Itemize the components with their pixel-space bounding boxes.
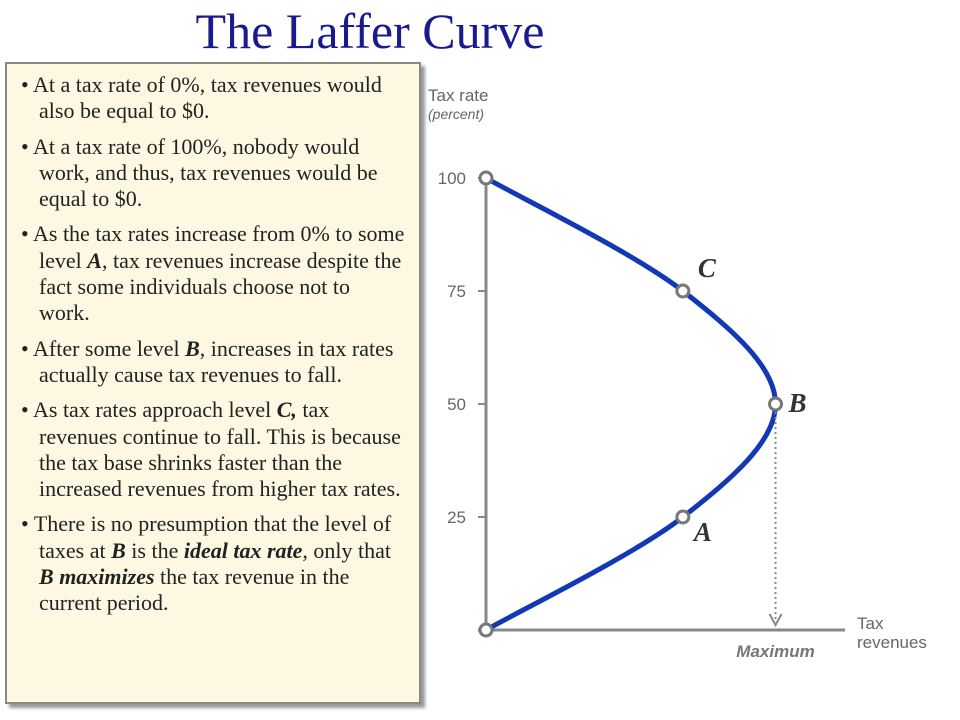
y-axis-sublabel: (percent) xyxy=(428,106,485,122)
point xyxy=(768,396,784,412)
emphasis-run: C, xyxy=(276,397,297,423)
text-run: At a tax rate of 100%, nobody would work… xyxy=(33,133,378,212)
arrow-head xyxy=(768,613,783,628)
y-tick-label: 50 xyxy=(447,395,466,414)
emphasis-run: ideal tax rate xyxy=(183,537,303,563)
text-run: tax revenues continue to fall. This is b… xyxy=(39,397,401,502)
slide-title: The Laffer Curve xyxy=(195,3,545,59)
point-label: A xyxy=(692,517,712,547)
y-tick-label: 25 xyxy=(447,508,466,527)
bullet: • As tax rates approach level C, tax rev… xyxy=(21,397,401,502)
bullet: • After some level B, increases in tax r… xyxy=(21,335,394,387)
text-run: , only that xyxy=(302,537,391,563)
emphasis-run: B xyxy=(185,335,200,361)
y-axis-label: Tax rate xyxy=(428,86,489,105)
emphasis-run: maximizes xyxy=(59,564,155,590)
bullet: • As the tax rates increase from 0% to s… xyxy=(21,221,405,326)
text-run: is the xyxy=(125,537,184,563)
bullet: • There is no presumption that the level… xyxy=(21,511,392,616)
y-tick-label: 75 xyxy=(447,282,466,301)
text-run: , increases in tax rates actually cause … xyxy=(39,335,394,387)
point-label: C xyxy=(698,253,717,283)
y-tick-label: 100 xyxy=(438,169,466,188)
point xyxy=(675,509,691,525)
text-run: the tax revenue in the current period. xyxy=(39,564,350,616)
point xyxy=(478,170,494,186)
x-axis-label: Tax revenues xyxy=(857,614,927,652)
point-label: B xyxy=(788,388,807,418)
emphasis-run: B xyxy=(111,537,126,563)
text-run: There is no presumption that the level o… xyxy=(33,511,392,563)
text-run: At a tax rate of 0%, tax revenues would … xyxy=(33,72,382,124)
text-run: As the tax rates increase from 0% to som… xyxy=(33,221,405,273)
emphasis-run: A xyxy=(87,247,102,273)
point xyxy=(478,622,494,638)
text-run: , tax revenues increase despite the fact… xyxy=(39,247,402,326)
bullet: • At a tax rate of 0%, tax revenues woul… xyxy=(21,72,382,124)
text-run: After some level xyxy=(33,335,186,361)
annotation: Maximum xyxy=(736,642,814,661)
text-box: • At a tax rate of 0%, tax revenues woul… xyxy=(5,62,421,704)
text-run: As tax rates approach level xyxy=(33,397,277,423)
point xyxy=(675,283,691,299)
bullet: • At a tax rate of 100%, nobody would wo… xyxy=(21,133,378,212)
laffer-curve xyxy=(484,175,779,633)
emphasis-run: B xyxy=(39,564,54,590)
